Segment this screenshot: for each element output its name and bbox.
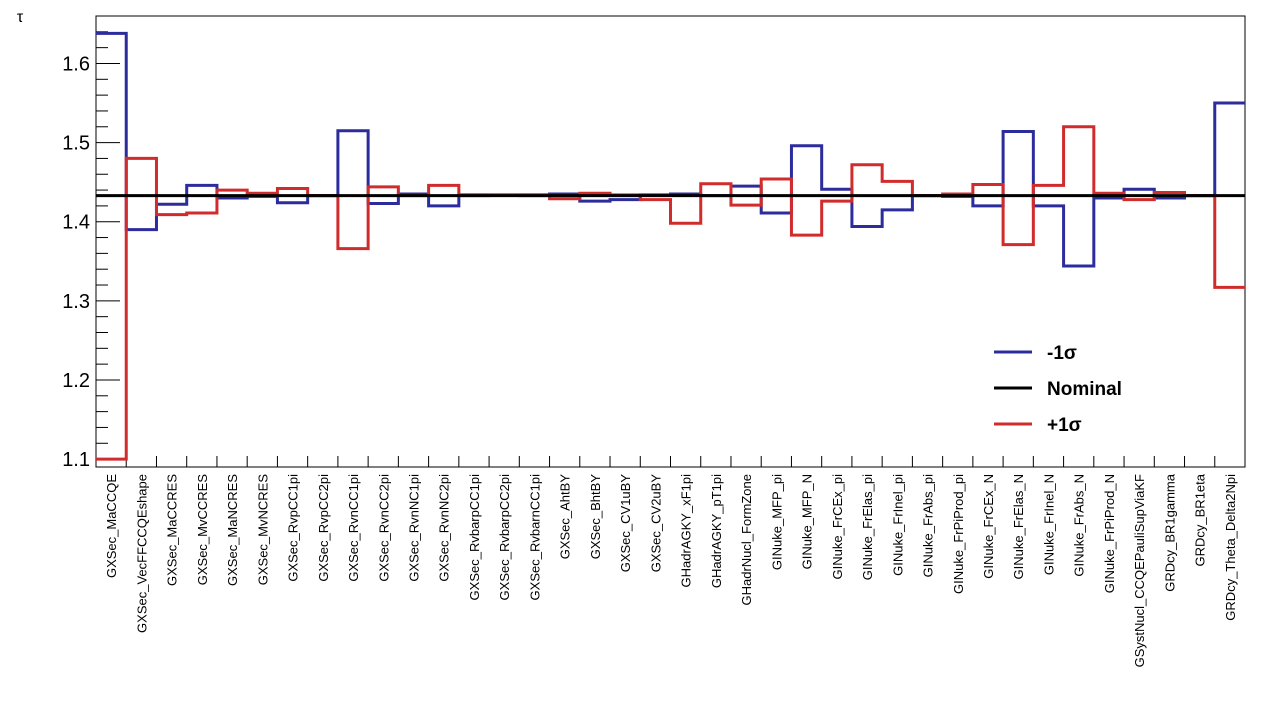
x-tick-label: GXSec_CV2uBY bbox=[648, 474, 663, 573]
x-tick-label: GXSec_MaCCQE bbox=[104, 474, 119, 578]
y-tick-label: 1.4 bbox=[62, 212, 90, 234]
x-tick-label: GRDcy_BR1gamma bbox=[1162, 473, 1177, 592]
x-tick-label: GXSec_VecFFCCQEshape bbox=[134, 474, 149, 633]
x-tick-label: GINuke_FrAbs_N bbox=[1072, 474, 1087, 577]
x-tick-label: GSystNucl_CCQEPauliSupViaKF bbox=[1132, 474, 1147, 667]
x-tick-label: GHadrAGKY_pT1pi bbox=[709, 474, 724, 588]
y-axis-label: τ bbox=[17, 9, 24, 26]
x-tick-label: GINuke_FrPiProd_N bbox=[1102, 474, 1117, 593]
y-tick-label: 1.6 bbox=[62, 53, 90, 75]
x-tick-label: GINuke_FrAbs_pi bbox=[921, 474, 936, 577]
legend-label-nominal: Nominal bbox=[1047, 379, 1122, 400]
x-axis: GXSec_MaCCQE GXSec_VecFFCCQEshape GXSec_Ma… bbox=[104, 456, 1238, 667]
legend-label-minus: -1σ bbox=[1047, 343, 1077, 364]
x-tick-label: GINuke_FrPiProd_pi bbox=[951, 474, 966, 594]
y-axis: 1.1 1.2 1.3 1.4 1.5 1.6 bbox=[62, 15, 120, 471]
x-tick-label: GINuke_FrInel_pi bbox=[890, 474, 905, 576]
x-tick-label: GXSec_MaCCRES bbox=[165, 474, 180, 586]
series-minus-1sigma bbox=[96, 31, 1245, 268]
x-tick-label: GRDcy_BR1eta bbox=[1193, 473, 1208, 566]
y-tick-label: 1.5 bbox=[62, 133, 90, 155]
x-tick-label: GXSec_RvbarpCC1pi bbox=[467, 474, 482, 601]
x-tick-label: GXSec_RvpCC1pi bbox=[286, 474, 301, 582]
legend-label-plus: +1σ bbox=[1047, 415, 1082, 436]
x-tick-label: GINuke_FrCEx_pi bbox=[830, 474, 845, 580]
x-tick-label: GXSec_CV1uBY bbox=[618, 474, 633, 573]
x-tick-label: GXSec_BhtBY bbox=[588, 474, 603, 560]
x-tick-label: GHadrAGKY_xF1pi bbox=[679, 474, 694, 588]
x-tick-label: GINuke_MFP_pi bbox=[769, 474, 784, 570]
y-tick-label: 1.1 bbox=[62, 449, 90, 471]
legend: -1σ Nominal +1σ bbox=[994, 343, 1122, 436]
x-tick-label: GXSec_RvnCC1pi bbox=[346, 474, 361, 582]
x-tick-label: GINuke_FrInel_N bbox=[1041, 474, 1056, 575]
series-layer bbox=[96, 31, 1245, 461]
x-tick-label: GXSec_RvnCC2pi bbox=[376, 474, 391, 582]
x-tick-label: GXSec_RvbarnCC1pi bbox=[527, 474, 542, 601]
x-tick-label: GXSec_RvnNC2pi bbox=[437, 474, 452, 582]
series-plus-1sigma bbox=[96, 125, 1245, 461]
y-tick-label: 1.3 bbox=[62, 291, 90, 313]
x-tick-label: GRDcy_Theta_Delta2Npi bbox=[1223, 474, 1238, 621]
x-tick-label: GXSec_MvNCRES bbox=[255, 474, 270, 586]
x-tick-label: GINuke_FrElas_N bbox=[1011, 474, 1026, 579]
x-tick-label: GINuke_FrElas_pi bbox=[860, 474, 875, 580]
x-tick-label: GXSec_RvnNC1pi bbox=[406, 474, 421, 582]
x-tick-label: GXSec_RvpCC2pi bbox=[316, 474, 331, 582]
x-tick-label: GINuke_MFP_N bbox=[800, 474, 815, 569]
x-tick-label: GXSec_MaNCRES bbox=[225, 474, 240, 586]
y-tick-label: 1.2 bbox=[62, 370, 90, 392]
x-tick-label: GINuke_FrCEx_N bbox=[981, 474, 996, 579]
x-tick-label: GXSec_AhtBY bbox=[558, 474, 573, 560]
x-tick-label: GHadrNucl_FormZone bbox=[739, 474, 754, 606]
x-tick-label: GXSec_RvbarpCC2pi bbox=[497, 474, 512, 601]
x-tick-label: GXSec_MvCCRES bbox=[195, 474, 210, 586]
